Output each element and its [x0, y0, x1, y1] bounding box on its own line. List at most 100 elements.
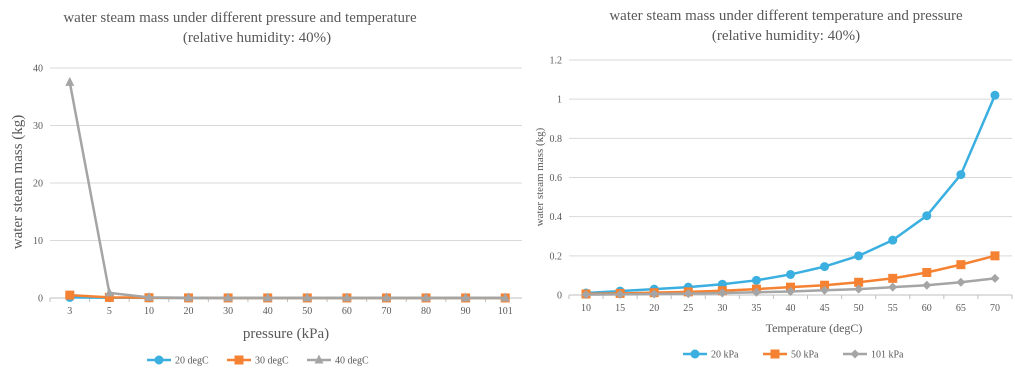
data-point — [820, 285, 830, 295]
data-point — [820, 280, 830, 290]
legend-marker — [850, 349, 860, 359]
data-point — [65, 290, 75, 300]
data-point — [922, 267, 932, 277]
data-point — [104, 292, 114, 302]
data-point — [223, 292, 233, 302]
legend-marker — [154, 355, 164, 365]
y-axis-label: water steam mass (kg) — [10, 115, 26, 250]
y-tick-label: 20 — [33, 179, 43, 190]
x-tick-label: 10 — [144, 306, 154, 317]
data-point — [786, 269, 795, 279]
data-point — [104, 287, 114, 297]
data-point — [854, 277, 864, 287]
y-tick-label: 30 — [33, 121, 43, 132]
x-tick-label: 30 — [717, 303, 727, 314]
data-point — [751, 287, 761, 297]
legend-marker — [770, 349, 780, 359]
data-point — [888, 273, 898, 283]
y-tick-label: 0.8 — [550, 134, 563, 145]
y-tick-label: 0 — [38, 294, 43, 305]
data-point — [990, 251, 1000, 261]
x-tick-label: 35 — [751, 303, 761, 314]
data-point — [381, 292, 391, 302]
y-tick-label: 0.4 — [550, 212, 563, 223]
data-point — [786, 286, 795, 296]
legend-label: 30 degC — [255, 356, 289, 367]
chart-title: water steam mass under different pressur… — [63, 10, 417, 26]
y-tick-label: 0.6 — [550, 173, 563, 184]
data-point — [922, 280, 932, 290]
x-tick-label: 10 — [581, 303, 591, 314]
data-point — [144, 291, 154, 301]
chart-pressure: water steam mass under different pressur… — [10, 10, 522, 367]
data-point — [854, 284, 864, 294]
x-axis-label: pressure (kPa) — [243, 326, 329, 342]
y-tick-label: 0.2 — [550, 251, 563, 262]
x-tick-label: 3 — [67, 306, 72, 317]
y-tick-label: 0 — [557, 291, 562, 302]
legend-marker — [234, 355, 244, 365]
x-tick-label: 20 — [184, 306, 194, 317]
chart-subtitle: (relative humidity: 40%) — [183, 30, 331, 46]
data-point — [615, 289, 625, 299]
legend-label: 101 kPa — [871, 350, 904, 361]
x-tick-label: 30 — [223, 306, 233, 317]
data-point — [649, 289, 659, 299]
y-tick-label: 1.2 — [550, 56, 563, 67]
data-point — [820, 262, 830, 272]
chart-temperature: water steam mass under different tempera… — [522, 0, 1015, 369]
data-point — [990, 273, 1000, 283]
data-point — [888, 235, 898, 245]
data-point — [956, 277, 966, 287]
x-tick-label: 50 — [854, 303, 864, 314]
series-line — [68, 82, 506, 300]
x-tick-label: 45 — [820, 303, 830, 314]
x-tick-label: 70 — [990, 303, 1000, 314]
data-point — [581, 290, 591, 300]
legend-label: 50 kPa — [791, 350, 819, 361]
chart-temperature-svg: water steam mass under different tempera… — [534, 8, 1013, 361]
data-point — [65, 76, 75, 86]
y-tick-label: 40 — [33, 64, 43, 75]
x-tick-label: 40 — [263, 306, 273, 317]
legend-marker — [690, 349, 700, 359]
chart-subtitle: (relative humidity: 40%) — [712, 28, 860, 44]
data-point — [683, 289, 693, 299]
x-tick-label: 15 — [615, 303, 625, 314]
y-axis-label: water steam mass (kg) — [534, 127, 546, 226]
data-point — [717, 288, 727, 298]
data-point — [990, 90, 1000, 100]
x-tick-label: 60 — [922, 303, 932, 314]
data-point — [854, 251, 864, 261]
legend-label: 40 degC — [335, 356, 369, 367]
data-point — [461, 292, 471, 302]
data-point — [421, 292, 431, 302]
x-tick-label: 70 — [381, 306, 391, 317]
x-tick-label: 40 — [786, 303, 796, 314]
data-point — [956, 260, 966, 270]
plot-area: 0 0.2 0.4 0.6 0.8 1 1.2 10 15 20 25 30 35 40 45 50 55 60 6… — [550, 56, 1013, 361]
x-tick-label: 60 — [342, 306, 352, 317]
x-axis-label: Temperature (degC) — [766, 321, 863, 335]
data-point — [888, 282, 898, 292]
data-point — [342, 292, 352, 302]
data-point — [263, 292, 273, 302]
data-point — [956, 170, 966, 180]
data-point — [922, 211, 932, 221]
data-point — [500, 292, 510, 302]
chart-title: water steam mass under different tempera… — [609, 8, 963, 24]
data-point — [184, 292, 194, 302]
chart-pressure-svg: water steam mass under different pressur… — [10, 10, 522, 367]
legend-label: 20 degC — [175, 356, 209, 367]
x-tick-label: 25 — [683, 303, 693, 314]
y-tick-label: 1 — [557, 95, 562, 106]
x-tick-label: 65 — [956, 303, 966, 314]
x-tick-label: 50 — [302, 306, 312, 317]
x-tick-label: 5 — [107, 306, 112, 317]
legend-label: 20 kPa — [711, 350, 739, 361]
data-point — [751, 275, 761, 285]
legend-marker — [314, 354, 324, 364]
x-tick-label: 90 — [461, 306, 471, 317]
data-point — [302, 292, 312, 302]
x-tick-label: 20 — [649, 303, 659, 314]
